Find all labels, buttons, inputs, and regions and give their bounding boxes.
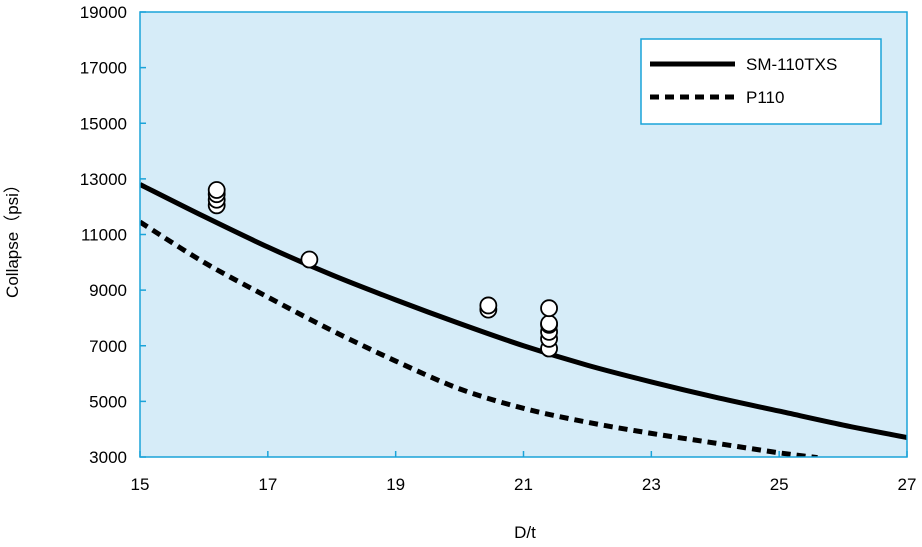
data-point [540,314,558,333]
x-tick-label: 21 [514,475,533,494]
x-tick-label: 25 [770,475,789,494]
axis-ticks: 15 17 19 21 23 25 27 3000 5000 7000 9000 11000 13000… [80,3,917,494]
y-tick-label: 15000 [80,114,127,133]
scatter-points [207,181,558,358]
y-tick-label: 17000 [80,59,127,78]
data-point [540,299,558,318]
data-point [479,296,498,315]
x-tick-label: 19 [386,475,405,494]
x-tick-label: 17 [258,475,277,494]
data-point [300,250,319,269]
x-axis-label: D/t [514,523,536,542]
y-tick-label: 7000 [89,337,127,356]
x-tick-label: 23 [642,475,661,494]
series-line-p110 [140,219,818,457]
legend-label-sm-110txs: SM-110TXS [746,55,837,74]
y-tick-label: 9000 [89,281,127,300]
y-tick-label: 5000 [89,392,127,411]
legend-box [640,38,882,125]
legend-label-p110: P110 [746,88,784,107]
y-tick-label: 11000 [81,226,127,245]
data-point [207,181,226,199]
y-tick-label: 19000 [80,3,127,22]
x-tick-label: 27 [898,475,917,494]
y-tick-label: 13000 [80,170,127,189]
x-tick-label: 15 [131,475,150,494]
series-layer [140,182,907,457]
y-axis-label: Collapse（psi） [3,176,22,298]
legend: SM-110TXS P110 [640,38,882,125]
y-tick-label: 3000 [89,448,127,467]
series-line-sm-110txs [140,182,907,440]
